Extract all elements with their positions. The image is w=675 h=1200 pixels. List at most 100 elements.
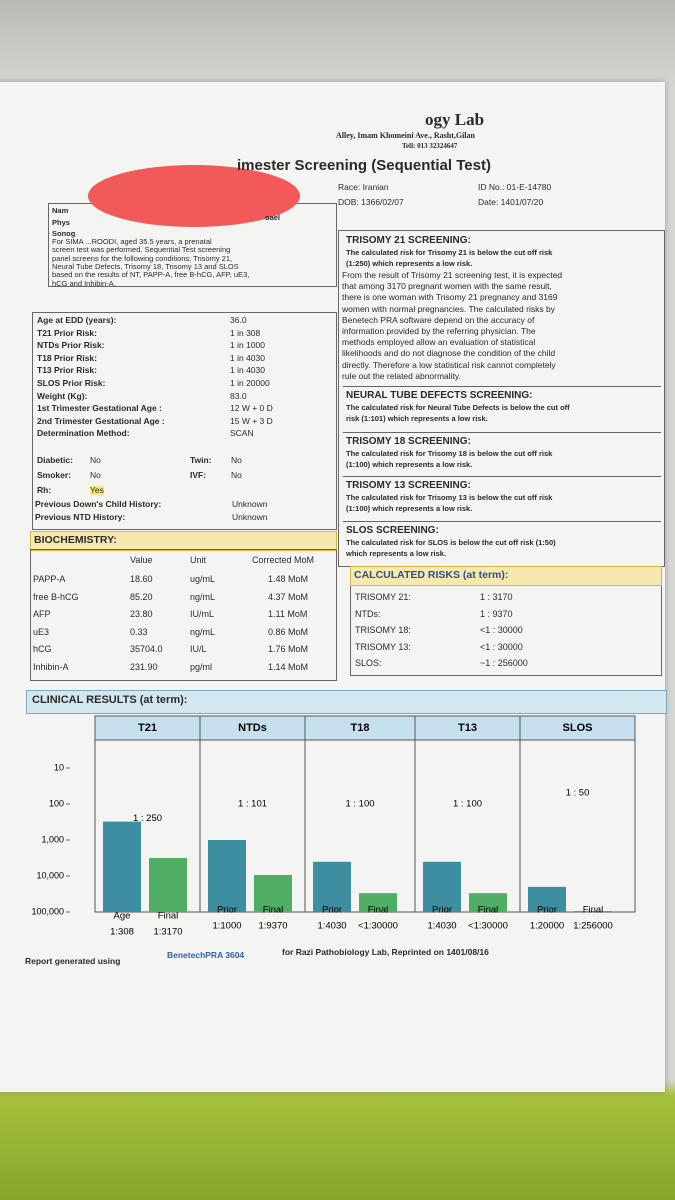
- patient-field: Sonog: [52, 229, 76, 238]
- section-title: TRISOMY 18 SCREENING:: [346, 436, 471, 447]
- bar: [208, 840, 246, 912]
- dob: DOB: 1366/02/07: [338, 197, 404, 207]
- section-detail: that among 3170 pregnant women with the …: [342, 281, 552, 292]
- bar-value-label: 1:3170: [153, 927, 182, 938]
- biochem-cell: 1.48 MoM: [268, 574, 309, 584]
- history-value: Unknown: [232, 499, 268, 509]
- biochem-name: Inhibin-A: [33, 662, 69, 672]
- bar-value-label: <1:30000: [358, 921, 398, 932]
- lab-name: ogy Lab: [425, 110, 485, 129]
- lab-phone: Tell: 013 32324647: [402, 142, 458, 150]
- y-tick-label: 10: [54, 762, 64, 772]
- section-summary: The calculated risk for SLOS is below th…: [346, 538, 556, 547]
- history-label: SLOS Prior Risk:: [37, 378, 106, 388]
- risk-value: 1 : 3170: [480, 592, 513, 602]
- biochem-box: [30, 549, 337, 681]
- biochem-column: Corrected MoM: [252, 555, 315, 565]
- category-label: NTDs: [238, 722, 267, 734]
- cutoff-label: 1 : 100: [453, 799, 482, 810]
- bar-value-label: 1:256000: [573, 921, 613, 932]
- risk-label: SLOS:: [355, 658, 382, 668]
- history-label: Rh:: [37, 485, 52, 495]
- risk-value: ~1 : 256000: [480, 658, 528, 668]
- bar-label: Prior: [432, 905, 452, 916]
- cutoff-label: 1 : 101: [238, 799, 267, 810]
- biochem-name: PAPP-A: [33, 574, 66, 584]
- bar: [313, 861, 351, 912]
- footer-text: Report generated using: [25, 956, 121, 966]
- history-label: Determination Method:: [37, 428, 130, 439]
- bar-value-label: <1:30000: [468, 921, 508, 932]
- bar-value-label: 1:1000: [212, 921, 241, 932]
- y-tick-label: 10,000: [36, 870, 64, 880]
- biochem-cell: pg/ml: [190, 662, 213, 672]
- biochem-cell: 35704.0: [130, 644, 163, 655]
- bar: [359, 893, 397, 912]
- history-label: T13 Prior Risk:: [37, 365, 97, 376]
- bar-label: Prior: [217, 905, 237, 916]
- report-title: imester Screening (Sequential Test): [237, 157, 491, 174]
- biochem-band: [30, 531, 337, 551]
- history-label: T21 Prior Risk:: [37, 327, 97, 338]
- panel-header: [519, 715, 636, 741]
- cutoff-label: 1 : 250: [133, 813, 162, 824]
- history-value: 1 in 4030: [230, 352, 265, 363]
- section-title: SLOS SCREENING:: [346, 525, 439, 536]
- bar: [574, 911, 612, 912]
- biochem-name: hCG: [33, 644, 52, 655]
- bar: [149, 858, 187, 912]
- history-label: Previous NTD History:: [35, 512, 126, 522]
- y-tick-label: 1,000: [41, 834, 64, 844]
- bar-label: Final: [368, 905, 389, 916]
- risk-label: NTDs:: [355, 608, 381, 619]
- history-box: [32, 312, 337, 530]
- risk-label: TRISOMY 21:: [355, 592, 411, 602]
- redaction: [88, 165, 300, 227]
- history-value: 15 W + 3 D: [230, 415, 273, 426]
- clinical-band: [26, 690, 667, 714]
- bar: [254, 874, 292, 912]
- history-label: Weight (Kg):: [37, 390, 88, 401]
- bar: [469, 893, 507, 912]
- history-label: Twin:: [190, 455, 212, 465]
- history-value: 83.0: [230, 390, 247, 401]
- panel-header: [94, 715, 201, 741]
- biochem-cell: 1.76 MoM: [268, 644, 309, 655]
- section-summary: The calculated risk for Trisomy 18 is be…: [346, 449, 553, 458]
- history-value: 1 in 20000: [230, 378, 270, 388]
- history-value: No: [231, 455, 242, 465]
- biochem-cell: 0.33: [130, 626, 148, 637]
- history-value: 1 in 1000: [230, 340, 265, 351]
- intro-line: panel screens for the following conditio…: [52, 253, 233, 263]
- section-summary: The calculated risk for Trisomy 21 is be…: [346, 248, 553, 257]
- biochem-column: Unit: [190, 555, 207, 565]
- history-label: 2nd Trimester Gestational Age :: [37, 415, 165, 426]
- history-label: 1st Trimester Gestational Age :: [37, 403, 162, 414]
- bar-label: Final: [583, 905, 604, 916]
- bar-value-label: 1:9370: [258, 921, 287, 932]
- history-value: 12 W + 0 D: [230, 403, 273, 414]
- bar-label: Final: [263, 905, 284, 916]
- section-summary: which represents a low risk.: [346, 549, 447, 558]
- biochem-name: uE3: [33, 626, 50, 637]
- section-detail: directly. Therefore a low statistical ri…: [342, 359, 556, 370]
- biochem-cell: 85.20: [130, 591, 153, 602]
- panel-header: [414, 715, 521, 741]
- panel: [519, 739, 636, 913]
- section-detail: methods employed allow an evaluation of …: [342, 337, 536, 348]
- bar-label: Age: [114, 911, 131, 922]
- bar-value-label: 1:4030: [317, 921, 346, 932]
- risk-label: TRISOMY 13:: [355, 641, 411, 652]
- bar-label: Final: [478, 905, 499, 916]
- biochem-cell: 23.80: [130, 609, 153, 620]
- section-divider: [343, 432, 661, 433]
- history-value: SCAN: [230, 428, 254, 439]
- date: Date: 1401/07/20: [478, 197, 544, 207]
- cutoff-label: 1 : 50: [566, 788, 590, 799]
- category-label: T18: [351, 722, 370, 734]
- intro-line: For SIMA ...ROODI, aged 35.5 years, a pr…: [52, 237, 212, 246]
- history-label: NTDs Prior Risk:: [37, 340, 105, 351]
- history-value: Unknown: [232, 512, 268, 522]
- section-detail: women with normal pregnancies. The calcu…: [342, 303, 555, 314]
- biochem-title: BIOCHEMISTRY:: [34, 534, 117, 546]
